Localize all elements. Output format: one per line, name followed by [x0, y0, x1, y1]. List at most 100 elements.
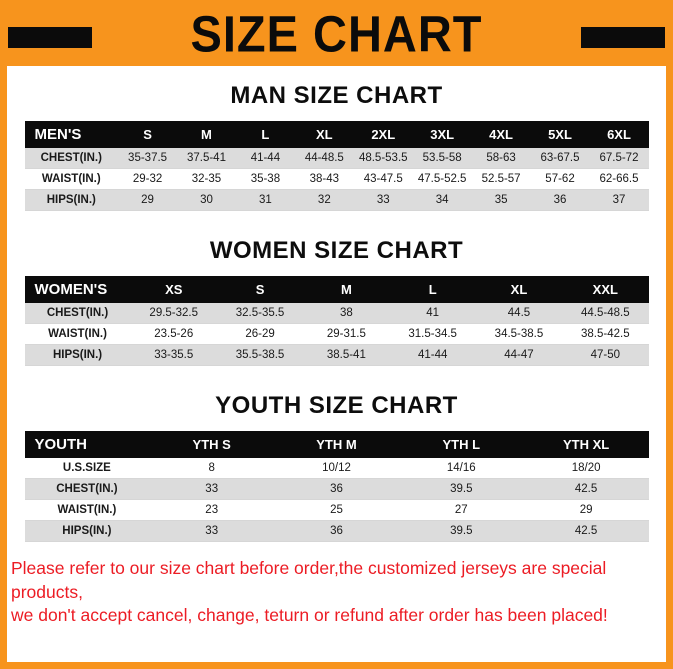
value-cell: 41-44 — [389, 344, 476, 366]
value-cell: 35-38 — [235, 168, 295, 190]
header-cell: 4XL — [471, 121, 531, 148]
value-cell: 63-67.5 — [530, 148, 590, 169]
header-cell: L — [235, 121, 295, 148]
value-cell: 41-44 — [235, 148, 295, 169]
value-cell: 26-29 — [216, 323, 304, 345]
header-cell: 3XL — [412, 121, 472, 148]
value-cell: 29-32 — [118, 168, 178, 190]
value-cell: 33-35.5 — [130, 344, 217, 366]
value-cell: 52.5-57 — [471, 168, 531, 190]
value-cell: 32 — [294, 189, 354, 211]
value-cell: 33 — [353, 189, 413, 211]
value-cell: 44.5 — [475, 303, 563, 324]
value-cell: 27 — [398, 499, 524, 521]
value-cell: 25 — [274, 499, 399, 521]
value-cell: 42.5 — [523, 520, 649, 542]
women-section-heading: WOMEN SIZE CHART — [209, 237, 464, 264]
decorative-bar-left — [8, 27, 92, 48]
value-cell: 31 — [235, 189, 295, 211]
value-cell: 33 — [149, 478, 275, 500]
header-cell: XS — [130, 276, 217, 303]
table-row: WAIST(IN.) 23 25 27 29 — [24, 499, 649, 521]
header-cell: M — [177, 121, 236, 148]
value-cell: 30 — [177, 189, 236, 211]
value-cell: 23.5-26 — [130, 323, 217, 345]
table-row: WAIST(IN.) 23.5-26 26-29 29-31.5 31.5-34.5 34… — [24, 323, 649, 345]
header-cell: YOUTH — [24, 431, 150, 458]
content-area: MAN SIZE CHART MEN'S S M L XL 2XL 3XL 4XL 5XL 6XL… — [7, 66, 666, 662]
table-header-row: MEN'S S M L XL 2XL 3XL 4XL 5XL 6XL — [24, 121, 649, 148]
footer-line-1: Please refer to our size chart before or… — [11, 558, 607, 602]
table-row: CHEST(IN.) 35-37.5 37.5-41 41-44 44-48.5 48.5… — [24, 148, 649, 169]
value-cell: 29 — [118, 189, 178, 211]
value-cell: 38 — [303, 303, 390, 324]
value-cell: 62-66.5 — [589, 168, 649, 190]
youth-section-heading: YOUTH SIZE CHART — [215, 392, 458, 419]
table-row: HIPS(IN.) 33-35.5 35.5-38.5 38.5-41 41-44 44-… — [24, 344, 649, 366]
header-cell: YTH S — [149, 431, 275, 458]
value-cell: 35.5-38.5 — [216, 344, 304, 366]
row-label-cell: HIPS(IN.) — [24, 344, 131, 366]
row-label-cell: WAIST(IN.) — [24, 323, 131, 345]
row-label-cell: WAIST(IN.) — [24, 168, 119, 190]
header-cell: 2XL — [353, 121, 413, 148]
value-cell: 32.5-35.5 — [216, 303, 304, 324]
value-cell: 23 — [149, 499, 275, 521]
header-cell: 5XL — [530, 121, 590, 148]
header-cell: YTH XL — [523, 431, 649, 458]
value-cell: 29-31.5 — [303, 323, 390, 345]
women-size-table: WOMEN'S XS S M L XL XXL CHEST(IN.) 29.5-32.5 32.5… — [24, 276, 649, 366]
row-label-cell: CHEST(IN.) — [24, 148, 119, 169]
value-cell: 53.5-58 — [412, 148, 472, 169]
value-cell: 41 — [389, 303, 476, 324]
page-title: SIZE CHART — [190, 4, 483, 62]
header-cell: YTH M — [274, 431, 399, 458]
title-band: SIZE CHART — [0, 0, 673, 66]
men-size-table: MEN'S S M L XL 2XL 3XL 4XL 5XL 6XL CHEST(IN.) 35-37… — [24, 121, 649, 211]
youth-size-table: YOUTH YTH S YTH M YTH L YTH XL U.S.SIZE 8 10/12… — [24, 431, 649, 542]
header-cell: S — [118, 121, 178, 148]
header-cell: XL — [294, 121, 354, 148]
value-cell: 43-47.5 — [353, 168, 413, 190]
value-cell: 47.5-52.5 — [412, 168, 472, 190]
table-row: HIPS(IN.) 33 36 39.5 42.5 — [24, 520, 649, 542]
table-header-row: WOMEN'S XS S M L XL XXL — [24, 276, 649, 303]
value-cell: 8 — [149, 458, 275, 479]
value-cell: 47-50 — [562, 344, 649, 366]
value-cell: 18/20 — [523, 458, 649, 479]
value-cell: 38.5-42.5 — [562, 323, 649, 345]
table-header-row: YOUTH YTH S YTH M YTH L YTH XL — [24, 431, 649, 458]
value-cell: 35 — [471, 189, 531, 211]
value-cell: 36 — [274, 520, 399, 542]
header-cell: XXL — [562, 276, 649, 303]
header-cell: M — [303, 276, 390, 303]
row-label-cell: CHEST(IN.) — [24, 478, 150, 500]
header-cell: WOMEN'S — [24, 276, 131, 303]
header-cell: YTH L — [398, 431, 524, 458]
value-cell: 38.5-41 — [303, 344, 390, 366]
value-cell: 57-62 — [530, 168, 590, 190]
value-cell: 67.5-72 — [589, 148, 649, 169]
row-label-cell: U.S.SIZE — [24, 458, 150, 479]
value-cell: 29.5-32.5 — [130, 303, 217, 324]
footer-disclaimer: Please refer to our size chart before or… — [9, 557, 666, 628]
value-cell: 36 — [530, 189, 590, 211]
decorative-bar-right — [581, 27, 665, 48]
value-cell: 44-47 — [475, 344, 563, 366]
value-cell: 36 — [274, 478, 399, 500]
row-label-cell: WAIST(IN.) — [24, 499, 150, 521]
value-cell: 29 — [523, 499, 649, 521]
value-cell: 48.5-53.5 — [353, 148, 413, 169]
value-cell: 14/16 — [398, 458, 524, 479]
value-cell: 37 — [589, 189, 649, 211]
table-row: HIPS(IN.) 29 30 31 32 33 34 35 36 37 — [24, 189, 649, 211]
table-row: CHEST(IN.) 33 36 39.5 42.5 — [24, 478, 649, 500]
row-label-cell: CHEST(IN.) — [24, 303, 131, 324]
value-cell: 33 — [149, 520, 275, 542]
value-cell: 32-35 — [177, 168, 236, 190]
value-cell: 39.5 — [398, 520, 524, 542]
value-cell: 39.5 — [398, 478, 524, 500]
row-label-cell: HIPS(IN.) — [24, 189, 119, 211]
value-cell: 31.5-34.5 — [389, 323, 476, 345]
